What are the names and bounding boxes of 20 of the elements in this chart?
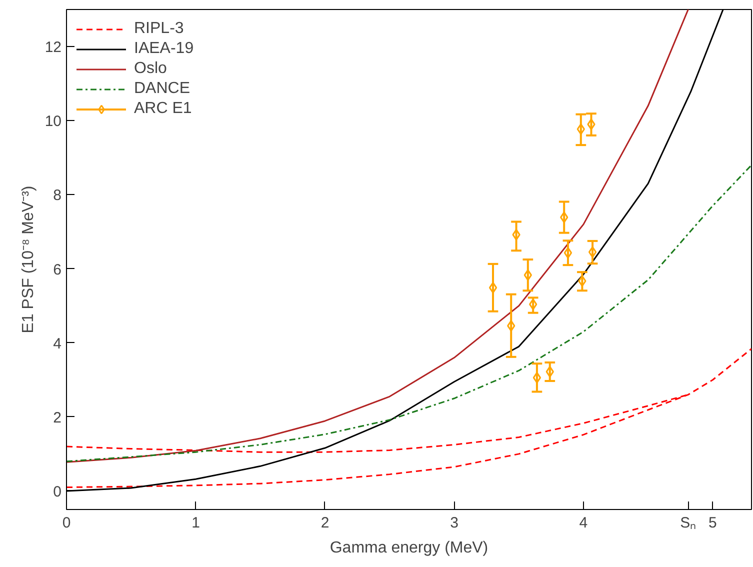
legend-label: RIPL-3 [134, 20, 184, 38]
x-tick-label: 2 [320, 514, 330, 532]
y-tick-label: 4 [53, 335, 62, 352]
x-tick-label: 3 [450, 514, 458, 532]
x-tick-label: 5 [708, 514, 717, 532]
y-axis-title: E1 PSF (10⁻⁸ MeV⁻³) [20, 186, 37, 334]
legend-label: Oslo [134, 60, 167, 78]
x-tick-label: 1 [192, 514, 200, 532]
y-tick-label: 10 [44, 113, 62, 130]
y-tick-label: 6 [53, 261, 62, 278]
y-tick-label: 0 [53, 483, 62, 500]
y-tick-label: 8 [53, 187, 62, 204]
legend-label: IAEA-19 [134, 40, 194, 58]
y-tick-label: 12 [44, 39, 62, 56]
x-tick-label: Sₙ [680, 514, 696, 532]
x-tick-label: 4 [579, 514, 588, 532]
y-tick-label: 2 [53, 409, 62, 426]
x-axis-title: Gamma energy (MeV) [330, 540, 488, 556]
legend-label: ARC E1 [134, 100, 192, 118]
legend-label: DANCE [134, 80, 190, 98]
